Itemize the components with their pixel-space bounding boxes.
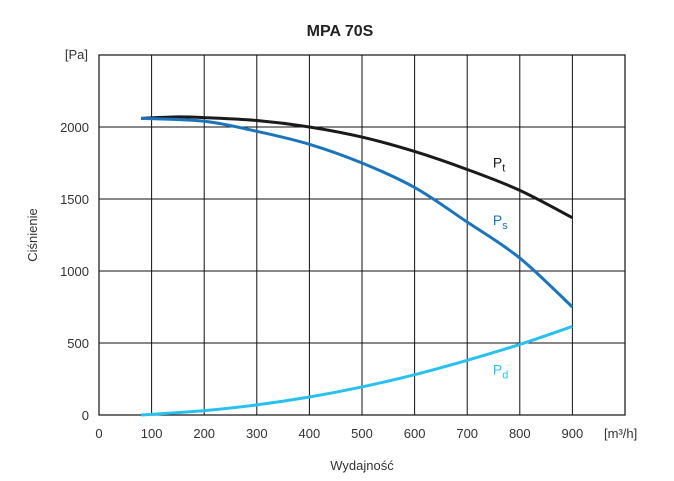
x-tick-label: 500 xyxy=(351,426,373,441)
series-label-main: P xyxy=(493,154,502,170)
grid xyxy=(98,54,626,416)
y-tick-label: 1500 xyxy=(60,192,89,207)
series-label-sub: s xyxy=(502,220,508,232)
series-line-pd xyxy=(140,325,573,417)
series-line-pt xyxy=(141,115,574,220)
tick-labels: 0 100 200 300 400 500 600 700 800 900 0 500 1000 1500… xyxy=(60,120,583,441)
plot-frame xyxy=(98,54,626,416)
series-label-pd: Pd xyxy=(493,362,508,382)
series-line-ps xyxy=(141,116,574,309)
series-label-ps: Ps xyxy=(493,212,508,232)
x-tick-label: 400 xyxy=(299,426,321,441)
chart-title: MPA 70S xyxy=(307,23,374,40)
series-label-pt: Pt xyxy=(493,154,505,174)
x-tick-label: 200 xyxy=(193,426,215,441)
series-label-sub: d xyxy=(502,370,508,382)
x-tick-label: 600 xyxy=(404,426,426,441)
x-tick-label: 100 xyxy=(141,426,163,441)
x-axis-title: Wydajność xyxy=(330,458,394,473)
series-label-main: P xyxy=(493,212,502,228)
y-tick-label: 2000 xyxy=(60,120,89,135)
y-tick-label: 0 xyxy=(82,408,89,423)
x-tick-label: 0 xyxy=(95,426,102,441)
y-tick-label: 1000 xyxy=(60,264,89,279)
y-unit-label: [Pa] xyxy=(65,47,88,62)
x-tick-label: 300 xyxy=(246,426,268,441)
series-label-sub: t xyxy=(502,162,505,174)
x-tick-label: 900 xyxy=(562,426,584,441)
series-label-main: P xyxy=(493,362,502,378)
x-tick-label: 700 xyxy=(456,426,478,441)
y-axis-title: Ciśnienie xyxy=(25,208,40,261)
y-tick-label: 500 xyxy=(67,336,89,351)
x-tick-label: 800 xyxy=(509,426,531,441)
x-unit-label: [m³/h] xyxy=(604,426,637,441)
series-lines xyxy=(140,115,574,417)
